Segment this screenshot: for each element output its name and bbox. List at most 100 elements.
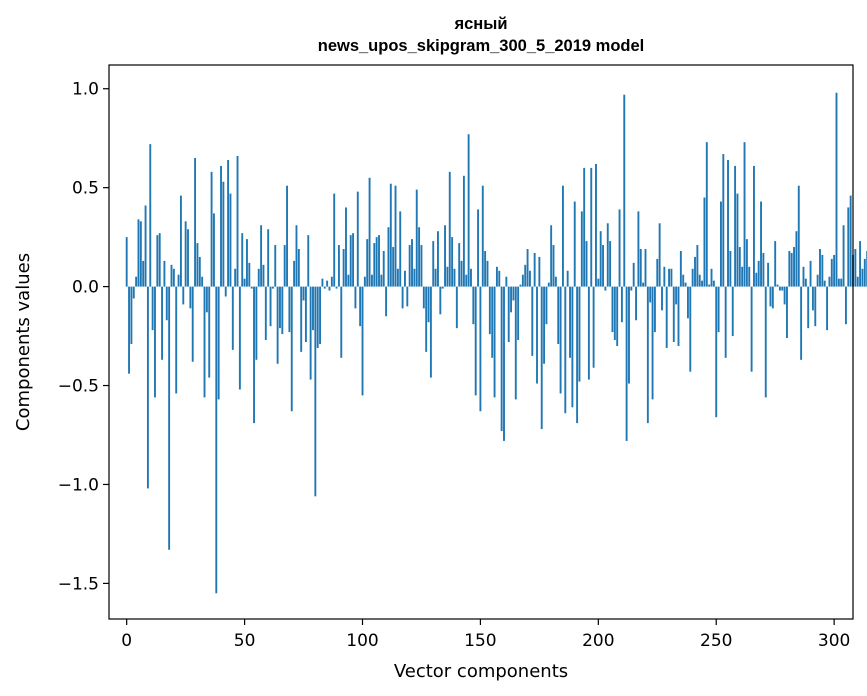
bar: [307, 235, 310, 287]
bar: [156, 235, 159, 287]
bar: [505, 276, 508, 287]
bar: [769, 286, 772, 307]
bar: [804, 278, 807, 287]
bar: [661, 286, 663, 311]
bar: [826, 286, 829, 331]
bar: [658, 223, 661, 287]
bar: [684, 282, 687, 287]
bar: [246, 239, 248, 287]
x-axis-label: Vector components: [394, 661, 568, 682]
bar: [741, 266, 744, 287]
bar: [795, 231, 798, 287]
bar: [128, 286, 130, 374]
bar: [665, 286, 668, 348]
bar: [196, 243, 199, 287]
bar: [781, 286, 784, 291]
bar: [297, 249, 300, 287]
bar: [205, 286, 208, 313]
bar: [323, 286, 326, 289]
bar: [319, 286, 321, 344]
bar: [493, 286, 496, 398]
bar: [755, 272, 758, 287]
bar: [380, 274, 383, 287]
bar: [528, 270, 531, 287]
bar: [729, 250, 732, 287]
bar: [210, 171, 213, 287]
bar: [531, 286, 534, 356]
bar: [599, 231, 602, 287]
bar: [201, 276, 204, 287]
bar: [517, 286, 520, 341]
bar: [345, 207, 347, 287]
bar: [312, 286, 314, 331]
bar: [514, 286, 517, 400]
bar: [484, 250, 487, 287]
bar: [203, 286, 206, 398]
bar: [637, 211, 640, 287]
bar: [392, 247, 395, 287]
x-tick-label: 200: [582, 631, 614, 651]
bar: [736, 193, 739, 287]
bar: [696, 245, 699, 287]
plot-area-frame: [108, 64, 854, 620]
bar: [293, 260, 296, 287]
bar: [335, 286, 338, 289]
bar: [491, 286, 494, 358]
x-tick-label: 0: [121, 631, 132, 651]
x-tick-label: 300: [818, 631, 850, 651]
bar: [743, 142, 746, 287]
bar: [243, 278, 246, 287]
bar: [861, 268, 864, 287]
bar: [526, 249, 529, 287]
bar: [281, 286, 284, 335]
bar: [771, 286, 774, 309]
bar: [300, 286, 303, 352]
bar: [139, 221, 142, 287]
bar: [404, 270, 406, 287]
bar: [609, 241, 612, 287]
bar: [262, 264, 265, 287]
bar: [130, 286, 133, 344]
y-tick-label: 0.0: [72, 278, 99, 298]
bar: [467, 134, 470, 287]
bar: [401, 286, 404, 309]
bar: [304, 286, 307, 342]
bar: [649, 286, 652, 303]
bar: [639, 249, 642, 287]
bar: [840, 278, 843, 287]
bar: [363, 276, 366, 287]
bar: [340, 286, 343, 358]
bar: [267, 229, 270, 287]
bar: [146, 286, 149, 489]
bar: [670, 268, 673, 287]
bar: [807, 286, 810, 329]
bar: [538, 256, 541, 287]
bar: [778, 286, 781, 291]
bar: [578, 286, 581, 382]
bar: [137, 219, 140, 287]
bar: [349, 235, 352, 287]
bar: [437, 231, 439, 287]
bar: [564, 286, 567, 414]
bar: [727, 159, 729, 287]
bar: [439, 286, 442, 315]
bar: [453, 268, 456, 287]
bar: [724, 286, 727, 358]
bar: [623, 94, 626, 287]
bar: [144, 205, 147, 287]
bar: [814, 286, 817, 327]
bar: [446, 266, 449, 287]
bar: [257, 268, 260, 287]
bar: [314, 286, 317, 497]
bar: [385, 286, 388, 317]
bar: [394, 185, 397, 287]
bar: [701, 280, 704, 287]
bar: [238, 286, 241, 390]
bar: [302, 286, 305, 301]
bar: [187, 229, 189, 287]
bar: [748, 266, 751, 287]
bar: [562, 185, 564, 287]
bar: [408, 245, 411, 287]
bar: [844, 286, 847, 325]
